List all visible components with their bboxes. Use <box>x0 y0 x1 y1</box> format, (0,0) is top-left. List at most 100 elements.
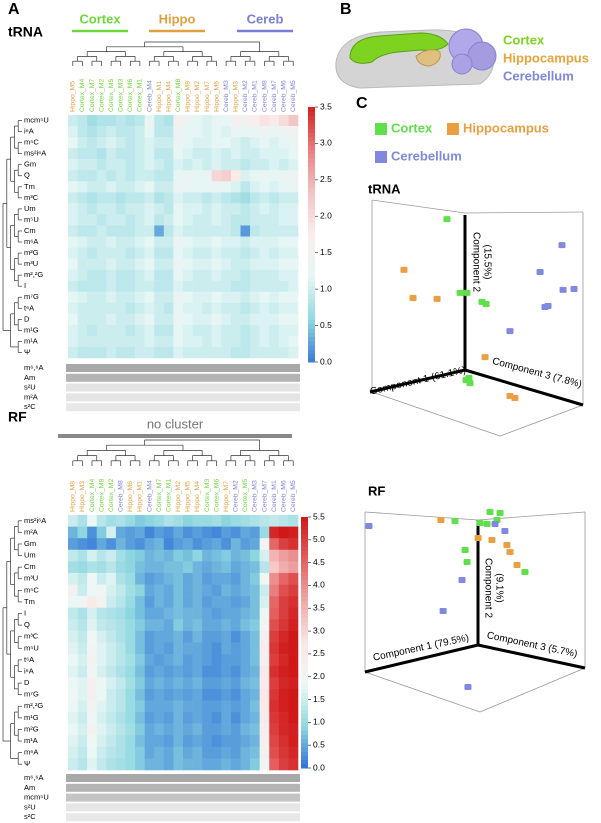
colorbar-label: 3.0 <box>313 625 325 635</box>
colorbar-step <box>301 680 308 685</box>
box-edge <box>499 404 584 437</box>
colorbar-step <box>301 751 308 756</box>
heatmap-cell <box>278 526 289 539</box>
column-label: Cortex_M7 <box>89 79 96 112</box>
heatmap-cell <box>135 258 145 270</box>
heatmap-cell <box>250 746 260 759</box>
heatmap-cell <box>230 126 241 138</box>
colorbar-step <box>301 542 308 547</box>
heatmap-cell <box>288 247 299 259</box>
heatmap-cell <box>259 203 270 215</box>
heatmap-cell <box>87 665 98 678</box>
heatmap-cell <box>250 654 260 666</box>
heatmap-cell <box>87 712 98 724</box>
heatmap-cell <box>144 515 155 527</box>
heatmap-cell <box>96 723 107 736</box>
heatmap-cell <box>173 225 184 237</box>
heatmap-cell <box>192 515 203 527</box>
column-label: Hippo_M2 <box>175 481 182 512</box>
colorbar-step <box>301 709 308 715</box>
heatmap-cell <box>77 236 88 248</box>
heatmap-cell <box>269 280 280 293</box>
heatmap-cell <box>87 596 98 609</box>
heatmap-cell <box>240 115 251 127</box>
heatmap-cell <box>87 549 98 562</box>
heatmap-cell <box>240 758 251 771</box>
heatmap-cell <box>288 723 299 736</box>
heatmap-cell <box>135 596 145 609</box>
heatmap-cell <box>183 515 193 527</box>
heatmap-cell <box>240 630 251 643</box>
point <box>541 303 549 310</box>
heatmap-cell <box>202 549 213 562</box>
heatmap-cell <box>192 247 203 259</box>
heatmap-cell <box>202 225 213 237</box>
row-label: s²C <box>24 812 36 821</box>
heatmap-cell <box>173 192 184 204</box>
row-label: I <box>24 609 26 618</box>
box-edge <box>364 511 479 521</box>
heatmap-cell <box>221 654 232 666</box>
heatmap-cell <box>192 313 203 326</box>
heatmap-cell <box>259 654 270 666</box>
heatmap-cell <box>144 735 155 748</box>
heatmap-cell <box>250 115 260 127</box>
heatmap-cell <box>135 607 145 620</box>
heatmap-cell <box>240 247 251 259</box>
heatmap-cell <box>202 236 213 248</box>
heatmap-cell <box>135 526 145 539</box>
row-label: m⁶,⁶A <box>24 363 44 372</box>
heatmap-cell <box>106 572 117 585</box>
heatmap-cell <box>250 302 260 315</box>
heatmap-cell <box>221 723 232 736</box>
column-label: Hippo_M7 <box>223 481 230 512</box>
point <box>496 510 504 516</box>
heatmap-cell <box>173 126 184 138</box>
heatmap-cell <box>87 203 98 215</box>
heatmap-cell <box>77 148 88 160</box>
heatmap-cell <box>211 203 222 215</box>
heatmap-cell <box>154 630 165 643</box>
colorbar-step <box>301 567 308 572</box>
column-label: Hippo_M7 <box>204 81 211 112</box>
heatmap-cell <box>96 302 107 315</box>
heatmap-cell <box>125 561 136 574</box>
not-detected-row <box>66 783 300 792</box>
heatmap-cell <box>154 572 165 585</box>
colorbar-step <box>308 149 315 155</box>
heatmap-cell <box>192 236 203 248</box>
heatmap-cell <box>278 258 289 270</box>
heatmap-cell <box>250 596 260 609</box>
heatmap-cell <box>106 115 117 127</box>
colorbar-step <box>308 277 315 282</box>
heatmap-cell <box>68 214 78 226</box>
column-label: Cortex_M2 <box>98 79 105 112</box>
heatmap-cell <box>192 346 203 359</box>
heatmap-cell <box>173 735 184 748</box>
heatmap-cell <box>68 236 78 248</box>
heatmap-cell <box>269 115 280 127</box>
row-label: D <box>24 678 30 687</box>
heatmap-cell <box>135 619 145 632</box>
column-label: Hippo_M3 <box>233 81 240 112</box>
heatmap-cell <box>125 596 136 609</box>
heatmap-cell <box>221 746 232 759</box>
heatmap-cell <box>288 538 299 551</box>
heatmap-cell <box>278 247 289 259</box>
heatmap-cell <box>211 137 222 149</box>
heatmap-cell <box>154 723 165 736</box>
heatmap-cell <box>144 619 155 632</box>
heatmap-cell <box>202 526 213 539</box>
heatmap-cell <box>240 192 251 204</box>
heatmap-cell <box>163 642 174 655</box>
heatmap-cell <box>173 291 184 304</box>
heatmap-cell <box>250 269 260 281</box>
point <box>491 521 499 527</box>
heatmap-cell <box>211 258 222 270</box>
colorbar-step <box>308 255 315 261</box>
heatmap-cell <box>125 203 136 215</box>
heatmap-cell <box>183 735 193 748</box>
heatmap-cell <box>163 137 174 149</box>
heatmap-cell <box>278 758 289 771</box>
heatmap-cell <box>68 607 78 620</box>
